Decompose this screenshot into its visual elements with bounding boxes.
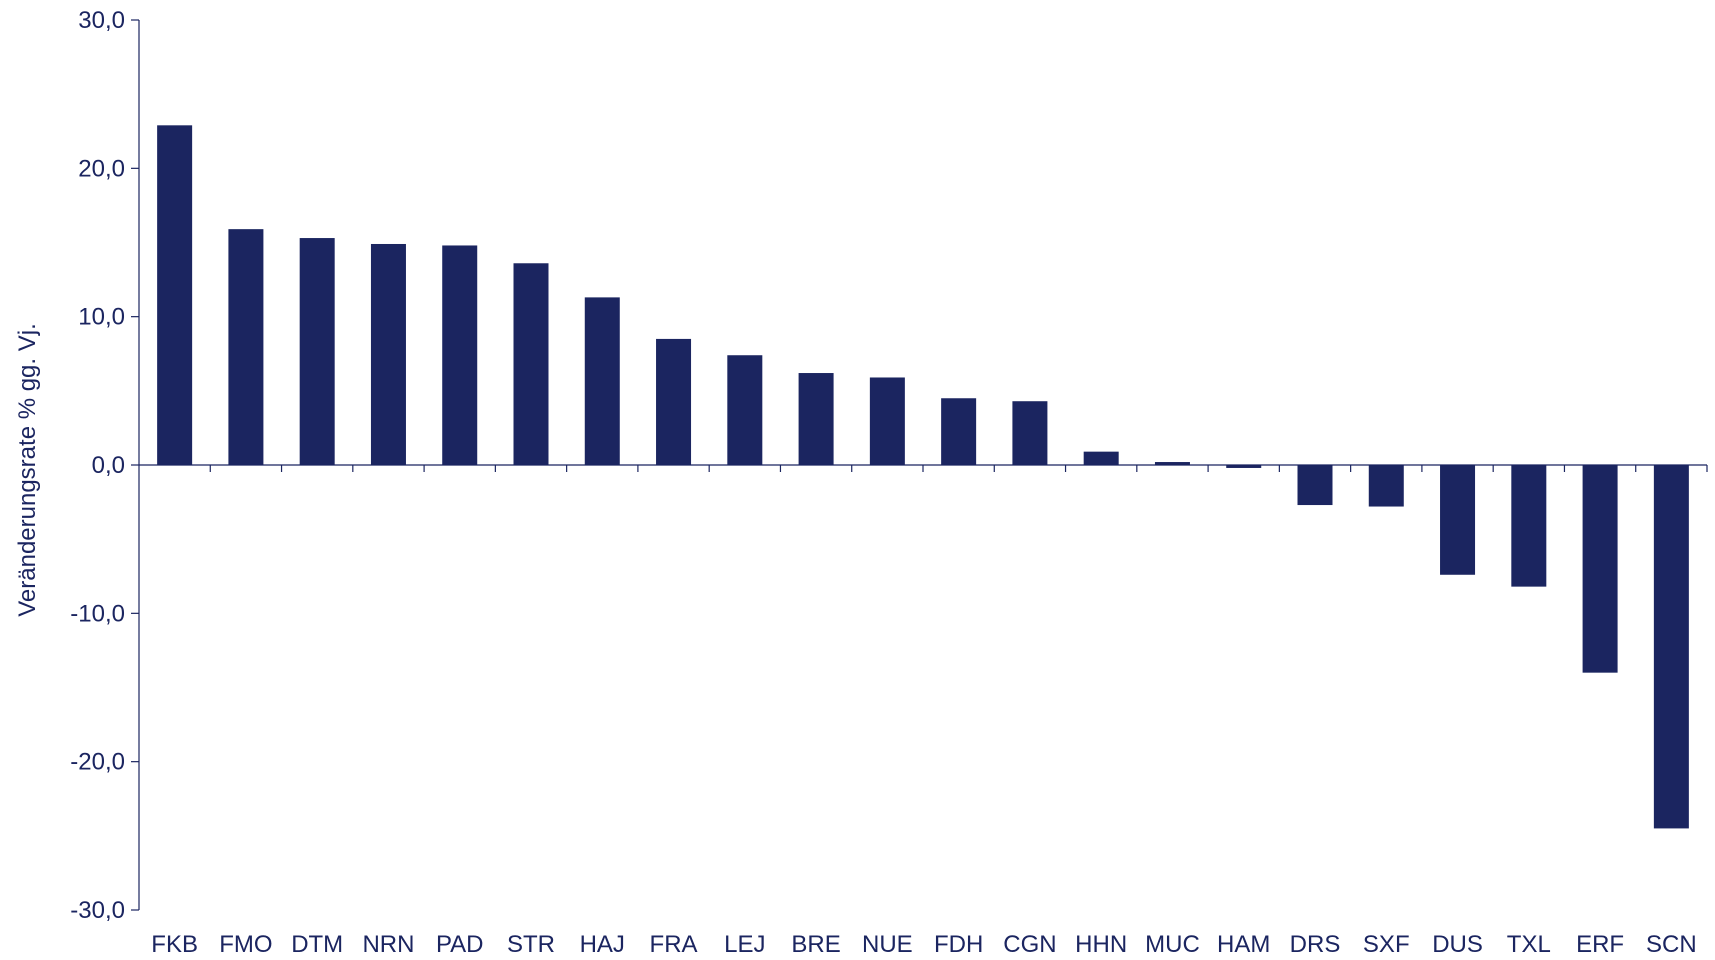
x-tick-label: DTM bbox=[291, 931, 343, 958]
x-tick-label: ERF bbox=[1576, 931, 1624, 958]
bar-muc bbox=[1154, 462, 1190, 465]
y-tick-label: 30,0 bbox=[78, 7, 125, 34]
y-axis-title: Veränderungsrate % gg. Vj. bbox=[14, 323, 41, 617]
bar-ham bbox=[1226, 465, 1262, 468]
x-tick-label: FRA bbox=[650, 931, 698, 958]
y-tick-label: 0,0 bbox=[92, 452, 125, 479]
x-tick-label: HAM bbox=[1217, 931, 1270, 958]
y-tick-label: 10,0 bbox=[78, 304, 125, 331]
bar-dus bbox=[1440, 465, 1476, 575]
x-tick-label: DRS bbox=[1290, 931, 1341, 958]
bars bbox=[157, 125, 1689, 829]
x-tick-label: FDH bbox=[934, 931, 983, 958]
bar-fra bbox=[656, 338, 692, 465]
bar-nrn bbox=[370, 243, 406, 465]
bar-txl bbox=[1511, 465, 1547, 587]
bar-haj bbox=[584, 297, 620, 465]
x-tick-label: FMO bbox=[219, 931, 272, 958]
x-tick-label: SXF bbox=[1363, 931, 1410, 958]
bar-lej bbox=[727, 355, 763, 465]
x-tick-label: BRE bbox=[791, 931, 840, 958]
bar-str bbox=[513, 263, 549, 465]
y-tick-label: 20,0 bbox=[78, 155, 125, 182]
x-tick-label: FKB bbox=[151, 931, 198, 958]
x-tick-label: LEJ bbox=[724, 931, 765, 958]
x-tick-label: TXL bbox=[1507, 931, 1551, 958]
x-tick-label: STR bbox=[507, 931, 555, 958]
x-tick-label: NRN bbox=[362, 931, 414, 958]
x-tick-label: CGN bbox=[1003, 931, 1056, 958]
y-tick-label: -10,0 bbox=[70, 600, 125, 627]
bar-dtm bbox=[299, 238, 335, 465]
bar-fkb bbox=[157, 125, 193, 466]
x-tick-label: DUS bbox=[1432, 931, 1483, 958]
y-axis-ticks: 30,0 20,0 10,0 0,0 -10,0 -20,0 -30,0 bbox=[70, 7, 139, 924]
bar-fdh bbox=[941, 398, 977, 465]
x-tick-label: SCN bbox=[1646, 931, 1697, 958]
x-axis-tick-labels: FKB FMO DTM NRN PAD STR HAJ FRA LEJ BRE NUE FDH CGN H… bbox=[151, 931, 1696, 958]
x-tick-label: HAJ bbox=[580, 931, 625, 958]
bar-fmo bbox=[228, 229, 264, 465]
axes bbox=[138, 20, 1708, 910]
bar-bre bbox=[798, 373, 834, 465]
bar-scn bbox=[1653, 465, 1689, 829]
y-tick-label: -20,0 bbox=[70, 749, 125, 776]
bar-hhn bbox=[1083, 451, 1119, 465]
bar-sxf bbox=[1368, 465, 1404, 507]
y-tick-label: -30,0 bbox=[70, 897, 125, 924]
bar-erf bbox=[1582, 465, 1618, 673]
bar-pad bbox=[442, 245, 478, 465]
bar-cgn bbox=[1012, 401, 1048, 465]
x-tick-label: HHN bbox=[1075, 931, 1127, 958]
x-tick-label: PAD bbox=[436, 931, 484, 958]
bar-drs bbox=[1297, 465, 1333, 506]
x-tick-label: NUE bbox=[862, 931, 913, 958]
x-tick-label: MUC bbox=[1145, 931, 1200, 958]
bar-nue bbox=[869, 377, 905, 465]
